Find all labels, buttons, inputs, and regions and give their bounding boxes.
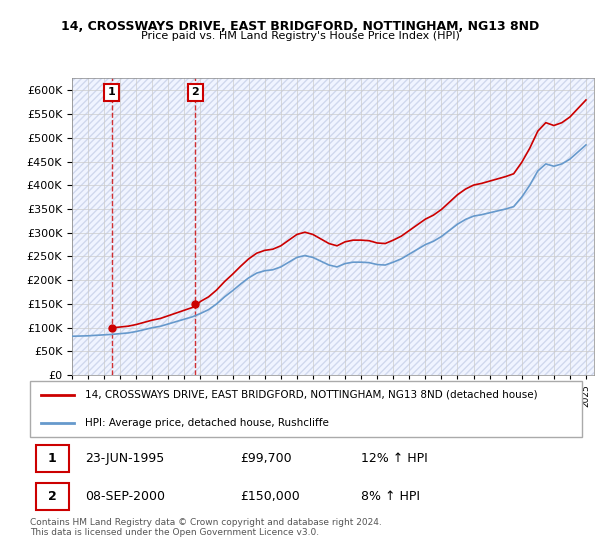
Text: 14, CROSSWAYS DRIVE, EAST BRIDGFORD, NOTTINGHAM, NG13 8ND: 14, CROSSWAYS DRIVE, EAST BRIDGFORD, NOT… bbox=[61, 20, 539, 32]
Text: 1: 1 bbox=[108, 87, 116, 97]
Text: 1: 1 bbox=[48, 452, 56, 465]
Text: HPI: Average price, detached house, Rushcliffe: HPI: Average price, detached house, Rush… bbox=[85, 418, 329, 428]
Text: £99,700: £99,700 bbox=[240, 452, 292, 465]
Text: 2: 2 bbox=[191, 87, 199, 97]
FancyBboxPatch shape bbox=[30, 381, 582, 437]
Text: 8% ↑ HPI: 8% ↑ HPI bbox=[361, 490, 420, 503]
Text: 14, CROSSWAYS DRIVE, EAST BRIDGFORD, NOTTINGHAM, NG13 8ND (detached house): 14, CROSSWAYS DRIVE, EAST BRIDGFORD, NOT… bbox=[85, 390, 538, 400]
Text: 2: 2 bbox=[48, 490, 56, 503]
Text: 12% ↑ HPI: 12% ↑ HPI bbox=[361, 452, 428, 465]
Text: Price paid vs. HM Land Registry's House Price Index (HPI): Price paid vs. HM Land Registry's House … bbox=[140, 31, 460, 41]
Text: £150,000: £150,000 bbox=[240, 490, 299, 503]
FancyBboxPatch shape bbox=[35, 483, 68, 510]
Text: 23-JUN-1995: 23-JUN-1995 bbox=[85, 452, 164, 465]
Text: Contains HM Land Registry data © Crown copyright and database right 2024.
This d: Contains HM Land Registry data © Crown c… bbox=[30, 518, 382, 538]
FancyBboxPatch shape bbox=[35, 445, 68, 472]
Text: 08-SEP-2000: 08-SEP-2000 bbox=[85, 490, 165, 503]
